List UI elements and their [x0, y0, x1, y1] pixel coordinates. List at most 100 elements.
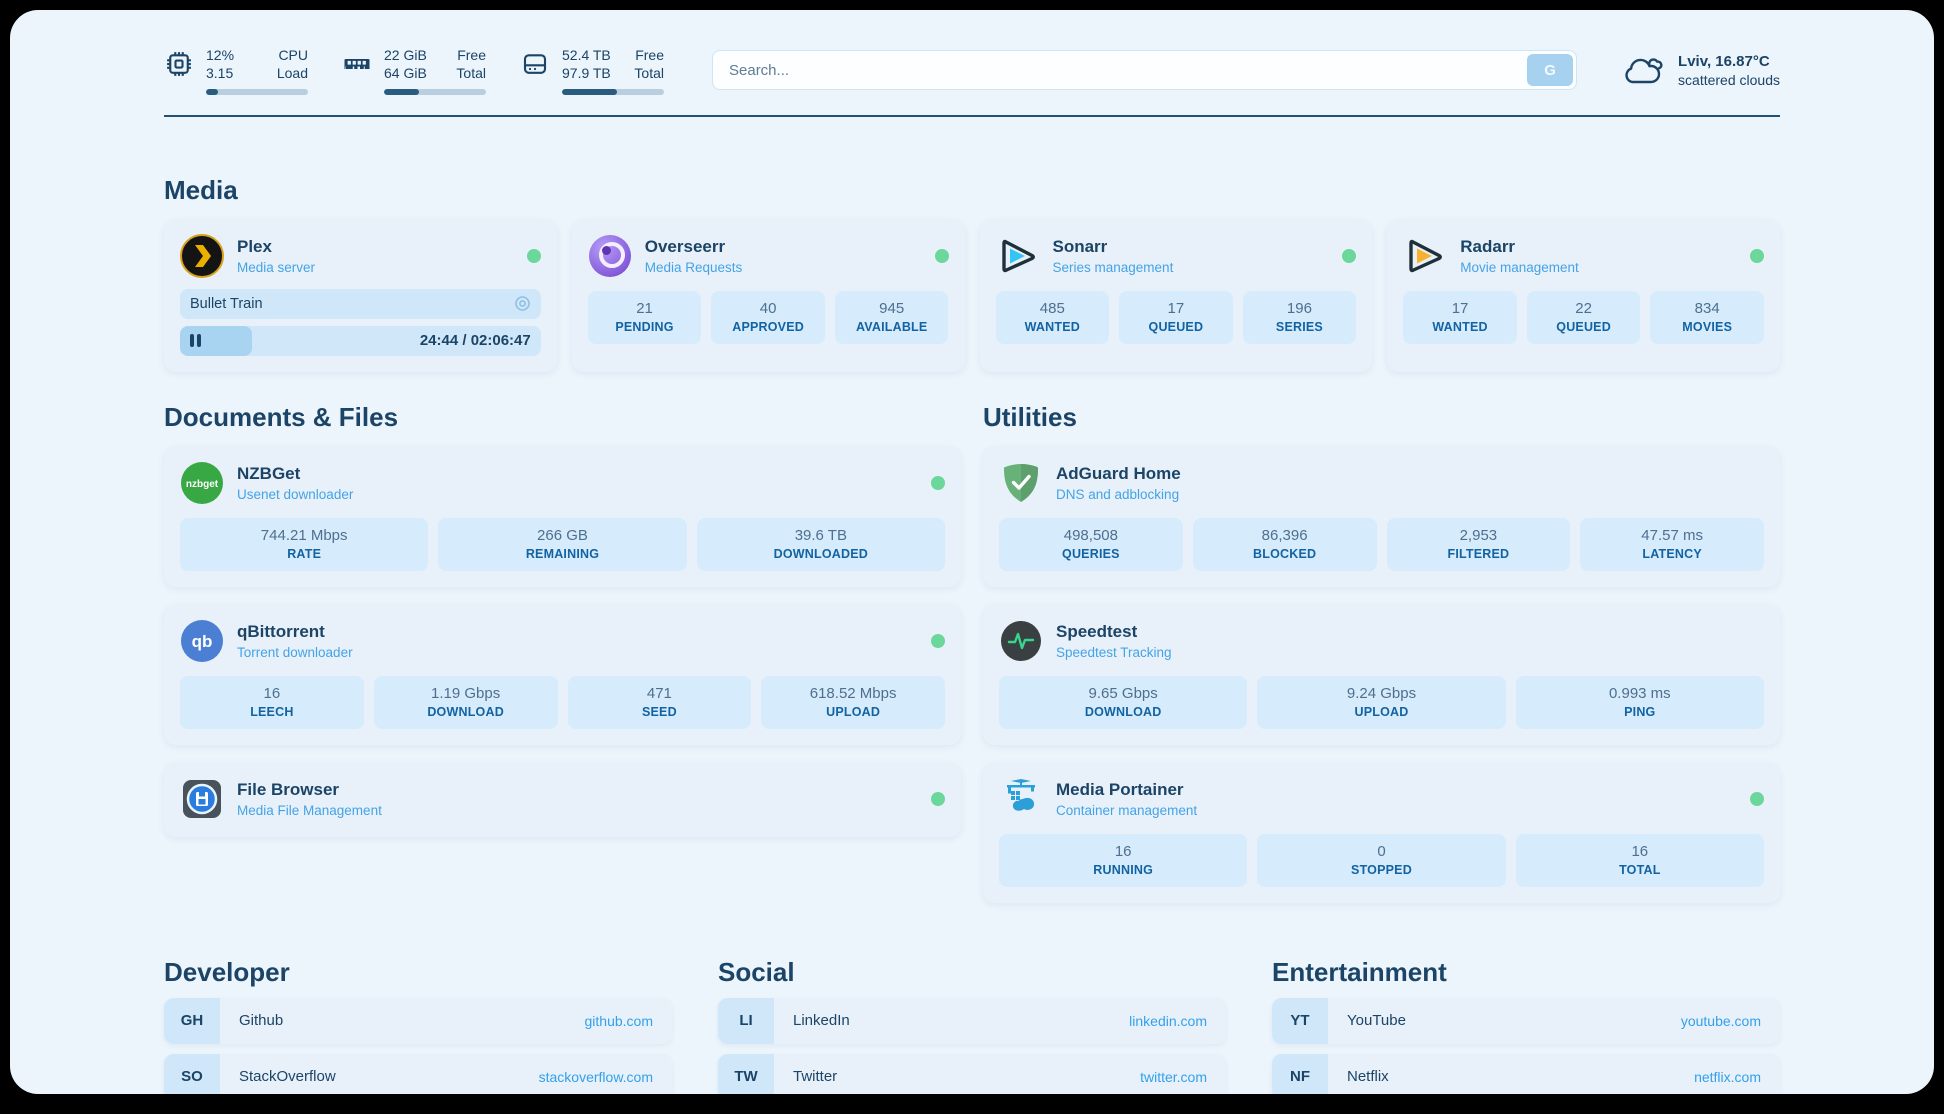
stat-latency: 47.57 ms LATENCY — [1580, 517, 1764, 571]
header-bar: 12% CPU 3.15 Load 22 GiB Free 64 G — [164, 40, 1780, 95]
bookmark-youtube[interactable]: YT YouTube youtube.com — [1272, 997, 1780, 1044]
cpu-load-value: 3.15 — [206, 65, 234, 82]
service-card-qbittorrent[interactable]: qb qBittorrent Torrent downloader 16 LEEC… — [164, 604, 961, 745]
bookmark-github[interactable]: GH Github github.com — [164, 997, 672, 1044]
bookmark-abbr: TW — [718, 1053, 774, 1094]
stat-rate: 744.21 Mbps RATE — [180, 517, 429, 571]
memory-free-label: Free — [457, 47, 486, 63]
service-card-plex[interactable]: Plex Media server Bullet Train 24:44 / 0… — [164, 219, 557, 372]
stat-stopped: 0 STOPPED — [1257, 833, 1506, 887]
stat-blocked: 86,396 BLOCKED — [1192, 517, 1377, 571]
service-name: File Browser — [237, 779, 340, 799]
bookmark-url[interactable]: stackoverflow.com — [538, 1068, 653, 1085]
bookmark-name: Netflix — [1347, 1068, 1389, 1086]
stat-total: 16 TOTAL — [1515, 833, 1764, 887]
stat-movies: 834 MOVIES — [1650, 290, 1764, 344]
section-utilities: Utilities AdGuard Home DNS and adblockin… — [983, 402, 1780, 903]
bookmark-netflix[interactable]: NF Netflix netflix.com — [1272, 1053, 1780, 1094]
bookmark-url[interactable]: github.com — [584, 1012, 653, 1029]
media-type-icon — [514, 296, 530, 312]
bookmark-twitter[interactable]: TW Twitter twitter.com — [718, 1053, 1226, 1094]
stat-upload: 618.52 Mbps UPLOAD — [761, 675, 945, 729]
memory-stat: 22 GiB Free 64 GiB Total — [342, 46, 486, 95]
sonarr-icon — [1001, 239, 1035, 273]
service-name: NZBGet — [237, 463, 301, 483]
service-subtitle: Movie management — [1460, 259, 1579, 275]
disk-progress-fill — [562, 88, 618, 95]
bookmark-name: StackOverflow — [239, 1068, 336, 1086]
cloud-icon — [1625, 58, 1663, 84]
status-dot-online — [931, 475, 945, 490]
service-name: Radarr — [1460, 236, 1516, 256]
service-subtitle: Usenet downloader — [237, 486, 354, 502]
service-card-nzbget[interactable]: nzbget NZBGet Usenet downloader 744.21 M… — [164, 446, 961, 587]
portainer-icon — [1007, 778, 1035, 811]
plex-now-playing-row[interactable]: Bullet Train — [180, 288, 541, 319]
bookmarks-entertainment: Entertainment YT YouTube youtube.com NF … — [1272, 957, 1780, 1094]
weather-condition: scattered clouds — [1678, 71, 1780, 88]
cpu-load-label: Load — [276, 65, 308, 82]
service-card-speedtest[interactable]: Speedtest Speedtest Tracking 9.65 Gbps DO… — [983, 604, 1780, 745]
service-name: qBittorrent — [237, 621, 325, 641]
pause-icon[interactable] — [190, 334, 201, 348]
service-subtitle: Torrent downloader — [237, 644, 353, 660]
disk-stat: 52.4 TB Free 97.9 TB Total — [520, 46, 664, 95]
memory-total-value: 64 GiB — [384, 65, 427, 82]
bookmark-url[interactable]: youtube.com — [1680, 1012, 1761, 1029]
memory-icon — [344, 59, 370, 69]
service-card-portainer[interactable]: Media Portainer Container management 16 R… — [983, 762, 1780, 903]
svg-text:nzbget: nzbget — [186, 479, 219, 490]
bookmark-abbr: GH — [164, 997, 220, 1044]
search-engine-button[interactable]: G — [1527, 54, 1574, 87]
bookmark-stackoverflow[interactable]: SO StackOverflow stackoverflow.com — [164, 1053, 672, 1094]
bookmark-url[interactable]: twitter.com — [1140, 1068, 1207, 1085]
disk-total-value: 97.9 TB — [562, 65, 611, 82]
service-card-overseerr[interactable]: Overseerr Media Requests 21 PENDING 40 APP… — [571, 219, 965, 372]
bookmark-linkedin[interactable]: LI LinkedIn linkedin.com — [718, 997, 1226, 1044]
section-title-developer: Developer — [164, 956, 290, 987]
bookmark-name: YouTube — [1347, 1012, 1406, 1030]
dashboard-page: 12% CPU 3.15 Load 22 GiB Free 64 G — [10, 10, 1934, 1094]
status-dot-online — [1342, 248, 1357, 263]
stat-downloaded: 39.6 TB DOWNLOADED — [696, 517, 945, 571]
disk-progress-track — [562, 88, 664, 95]
cpu-icon — [167, 52, 191, 76]
stat-queued: 22 QUEUED — [1526, 290, 1641, 344]
stat-running: 16 RUNNING — [999, 833, 1248, 887]
bookmark-abbr: NF — [1272, 1053, 1328, 1094]
bookmark-url[interactable]: netflix.com — [1694, 1068, 1761, 1085]
radarr-icon — [1409, 239, 1443, 273]
status-dot-online — [1750, 791, 1764, 806]
stat-series: 196 SERIES — [1242, 290, 1357, 344]
service-name: Overseerr — [644, 236, 726, 256]
filebrowser-icon — [183, 779, 221, 818]
section-title-entertainment: Entertainment — [1272, 956, 1447, 987]
bookmark-url[interactable]: linkedin.com — [1129, 1012, 1207, 1029]
memory-free-value: 22 GiB — [384, 47, 427, 63]
status-dot-online — [1750, 248, 1764, 263]
service-name: Speedtest — [1056, 621, 1138, 641]
service-card-sonarr[interactable]: Sonarr Series management 485 WANTED 17 QUE… — [979, 219, 1373, 372]
search-input[interactable] — [712, 50, 1578, 91]
service-card-filebrowser[interactable]: File Browser Media File Management — [164, 762, 961, 837]
bookmark-name: Github — [239, 1012, 284, 1030]
service-subtitle: Media server — [237, 259, 316, 275]
cpu-label: CPU — [278, 47, 308, 63]
service-name: Plex — [237, 236, 272, 256]
service-subtitle: Media Requests — [644, 259, 743, 275]
service-name: Sonarr — [1052, 236, 1108, 256]
stat-download: 1.19 Gbps DOWNLOAD — [373, 675, 558, 729]
bookmarks-social: Social LI LinkedIn linkedin.com TW Twitt… — [718, 957, 1226, 1094]
playback-time: 24:44 / 02:06:47 — [419, 332, 531, 350]
weather-widget: Lviv, 16.87°C scattered clouds — [1621, 52, 1780, 88]
service-card-radarr[interactable]: Radarr Movie management 17 WANTED 22 QUEUE… — [1387, 219, 1780, 372]
svg-text:qb: qb — [192, 632, 213, 651]
stat-queued: 17 QUEUED — [1119, 290, 1233, 344]
status-dot-online — [931, 633, 945, 648]
stat-remaining: 266 GB REMAINING — [438, 517, 687, 571]
stat-upload: 9.24 Gbps UPLOAD — [1257, 675, 1506, 729]
disk-icon — [523, 54, 547, 74]
service-subtitle: Series management — [1052, 259, 1174, 275]
now-playing-title: Bullet Train — [190, 295, 263, 312]
service-card-adguard[interactable]: AdGuard Home DNS and adblocking 498,508 Q… — [983, 446, 1780, 587]
